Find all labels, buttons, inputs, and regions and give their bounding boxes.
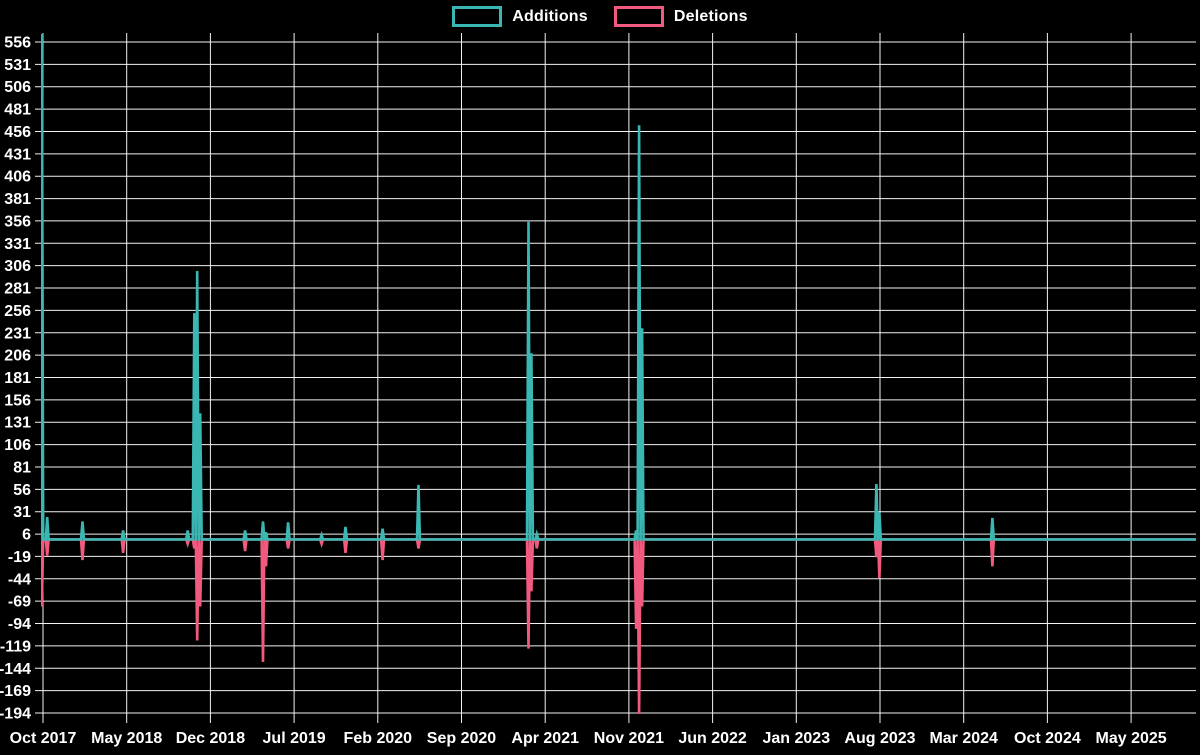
legend-item-additions: Additions [452,6,588,27]
deletions-swatch-icon [613,6,664,27]
y-tick-label: -44 [8,571,31,588]
y-tick-label: 206 [4,348,31,365]
y-tick-label: -169 [0,683,31,700]
additions-line [41,34,1196,541]
y-tick-label: 106 [4,437,31,454]
y-tick-label: -94 [8,616,31,633]
x-tick-label: Oct 2024 [1014,730,1081,747]
x-tick-label: Mar 2024 [929,730,998,747]
x-tick-label: Oct 2017 [10,730,77,747]
x-tick-label: Feb 2020 [344,730,413,747]
x-tick-label: Aug 2023 [844,730,915,747]
y-tick-label: -144 [0,661,31,678]
y-tick-label: 381 [4,191,31,208]
chart-legend: Additions Deletions [0,6,1200,27]
x-tick-label: Jul 2019 [263,730,326,747]
y-tick-label: -19 [8,549,31,566]
y-tick-label: 406 [4,169,31,186]
x-tick-label: May 2018 [91,730,162,747]
x-tick-label: Nov 2021 [594,730,664,747]
additions-swatch-icon [452,6,503,27]
legend-item-deletions: Deletions [613,6,748,27]
y-tick-label: 81 [13,459,31,476]
y-tick-label: 481 [4,102,31,119]
x-tick-label: Apr 2021 [511,730,579,747]
additions-legend-label: Additions [512,7,588,25]
y-tick-label: 31 [13,504,31,521]
y-tick-label: 6 [22,527,31,544]
y-tick-label: 306 [4,258,31,275]
y-tick-label: 456 [4,124,31,141]
deletions-legend-label: Deletions [673,7,748,25]
y-tick-label: 531 [4,57,31,74]
y-tick-label: 131 [4,415,31,432]
y-tick-label: 56 [13,482,31,499]
y-tick-label: 281 [4,281,31,298]
y-tick-label: 231 [4,325,31,342]
y-tick-label: -69 [8,594,31,611]
x-tick-label: Jun 2022 [678,730,747,747]
y-tick-label: 556 [4,35,31,52]
x-tick-label: May 2025 [1096,730,1167,747]
y-tick-label: 431 [4,146,31,163]
y-tick-label: 331 [4,236,31,253]
y-tick-label: 506 [4,79,31,96]
y-tick-label: 356 [4,213,31,230]
x-tick-label: Dec 2018 [176,730,245,747]
x-tick-label: Jan 2023 [762,730,830,747]
y-tick-label: -119 [0,638,31,655]
y-tick-label: 156 [4,392,31,409]
y-tick-label: 256 [4,303,31,320]
x-tick-label: Sep 2020 [427,730,496,747]
y-tick-label: -194 [0,706,31,723]
deletions-line [41,538,1196,714]
y-tick-label: 181 [4,370,31,387]
